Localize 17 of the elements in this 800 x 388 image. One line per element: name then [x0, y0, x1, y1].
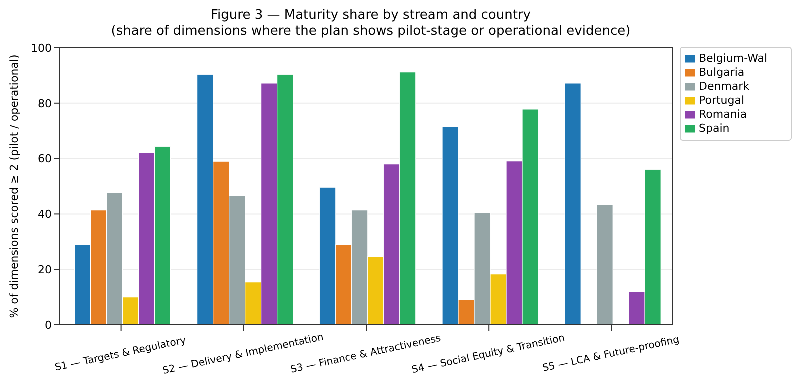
legend-label: Denmark — [699, 80, 750, 93]
legend-label: Bulgaria — [699, 66, 745, 79]
y-tick-label: 100 — [31, 42, 52, 55]
y-tick-label: 20 — [38, 264, 52, 277]
legend-label: Romania — [699, 108, 748, 121]
bar — [564, 83, 582, 325]
bar — [596, 204, 614, 325]
chart-title: Figure 3 — Maturity share by stream and country — [210, 8, 532, 24]
legend-label: Spain — [699, 122, 730, 135]
y-tick-label: 40 — [38, 208, 52, 222]
legend-label: Belgium-Wal — [699, 52, 768, 65]
y-axis-title: % of dimensions scored ≥ 2 (pilot / operational) — [8, 54, 21, 318]
y-tick-label: 0 — [45, 318, 52, 332]
legend-label: Portugal — [699, 94, 745, 107]
chart-subtitle: (share of dimensions where the plan shows pilot-stage or operational evidence) — [110, 24, 632, 40]
y-tick-label: 80 — [38, 97, 52, 110]
y-tick-label: 60 — [38, 152, 52, 166]
